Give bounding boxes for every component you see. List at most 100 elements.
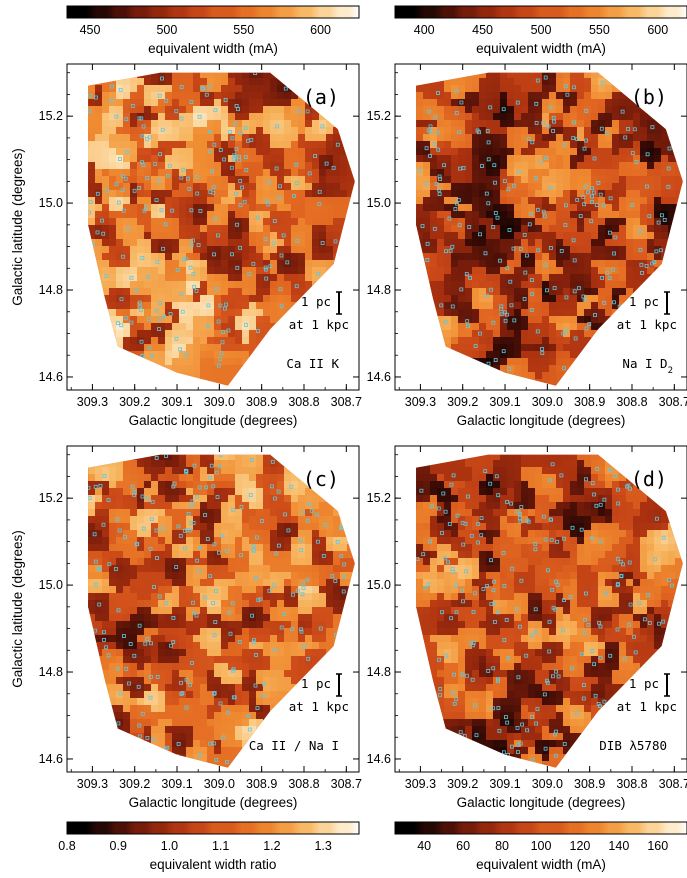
- map-cell: [95, 183, 103, 191]
- map-cell: [109, 218, 117, 226]
- map-cell: [207, 481, 215, 489]
- map-cell: [528, 309, 536, 317]
- map-cell: [291, 281, 299, 289]
- map-cell: [458, 246, 466, 254]
- map-cell: [193, 134, 201, 142]
- map-cell: [256, 323, 264, 331]
- map-cell: [298, 495, 306, 503]
- map-cell: [221, 141, 229, 149]
- star-marker: [548, 105, 553, 110]
- map-cell: [340, 281, 348, 289]
- map-cell: [158, 495, 166, 503]
- map-cell: [319, 183, 327, 191]
- map-cell: [465, 211, 473, 219]
- map-cell: [144, 218, 152, 226]
- map-cell: [493, 337, 501, 345]
- map-cell: [633, 197, 641, 205]
- star-marker: [502, 179, 507, 184]
- star-marker: [283, 86, 288, 91]
- map-cell: [500, 302, 508, 310]
- star-marker: [271, 241, 276, 246]
- map-cell: [95, 267, 103, 275]
- map-cell: [493, 204, 501, 212]
- map-cell: [570, 106, 578, 114]
- map-cell: [521, 99, 529, 107]
- map-cell: [402, 379, 410, 387]
- map-cell: [151, 218, 159, 226]
- map-cell: [416, 85, 424, 93]
- map-cell: [221, 509, 229, 517]
- star-marker: [454, 201, 459, 206]
- map-cell: [605, 379, 613, 386]
- map-cell: [556, 92, 564, 100]
- star-marker: [427, 109, 432, 114]
- map-cell: [221, 495, 229, 503]
- map-cell: [326, 454, 334, 461]
- map-cell: [514, 72, 522, 79]
- map-cell: [668, 120, 676, 128]
- map-cell: [437, 288, 445, 296]
- map-cell: [74, 372, 82, 380]
- map-cell: [598, 232, 606, 240]
- map-cell: [514, 288, 522, 296]
- map-cell: [668, 302, 676, 310]
- map-cell: [235, 337, 243, 345]
- map-cell: [465, 260, 473, 268]
- map-cell: [402, 281, 410, 289]
- map-cell: [326, 197, 334, 205]
- map-cell: [165, 127, 173, 135]
- map-cell: [158, 253, 166, 261]
- map-cell: [605, 169, 613, 177]
- map-cell: [333, 344, 341, 352]
- map-cell: [158, 120, 166, 128]
- map-cell: [172, 446, 180, 454]
- map-cell: [116, 330, 124, 338]
- map-cell: [200, 211, 208, 219]
- map-cell: [333, 183, 341, 191]
- map-cell: [242, 302, 250, 310]
- map-cell: [172, 502, 180, 510]
- map-cell: [395, 92, 403, 100]
- map-cell: [249, 239, 257, 247]
- map-cell: [675, 127, 683, 135]
- map-cell: [514, 183, 522, 191]
- map-cell: [465, 99, 473, 107]
- map-cell: [256, 481, 264, 489]
- map-cell: [416, 176, 417, 184]
- map-cell: [235, 467, 243, 475]
- map-cell: [305, 218, 313, 226]
- map-cell: [179, 78, 187, 86]
- map-cell: [486, 260, 494, 268]
- star-marker: [417, 168, 422, 173]
- map-cell: [416, 239, 417, 247]
- map-cell: [682, 204, 683, 212]
- map-cell: [67, 502, 75, 510]
- map-cell: [647, 274, 655, 282]
- map-cell: [479, 267, 487, 275]
- map-cell: [465, 197, 473, 205]
- map-cell: [144, 169, 152, 177]
- map-cell: [584, 218, 592, 226]
- map-cell: [437, 148, 445, 156]
- star-marker: [320, 124, 325, 129]
- map-cell: [137, 274, 145, 282]
- map-cell: [675, 134, 683, 142]
- star-marker: [607, 276, 612, 281]
- star-marker: [493, 358, 498, 363]
- map-cell: [277, 78, 285, 86]
- map-cell: [451, 176, 459, 184]
- map-cell: [556, 72, 564, 79]
- map-cell: [507, 267, 515, 275]
- map-cell: [640, 281, 648, 289]
- map-cell: [137, 337, 145, 345]
- map-cell: [109, 358, 117, 366]
- map-cell: [242, 344, 250, 352]
- map-cell: [430, 169, 438, 177]
- map-cell: [458, 218, 466, 226]
- map-cell: [137, 176, 145, 184]
- map-cell: [395, 211, 403, 219]
- map-cell: [277, 72, 285, 79]
- map-cell: [535, 99, 543, 107]
- map-cell: [228, 281, 236, 289]
- map-cell: [242, 169, 250, 177]
